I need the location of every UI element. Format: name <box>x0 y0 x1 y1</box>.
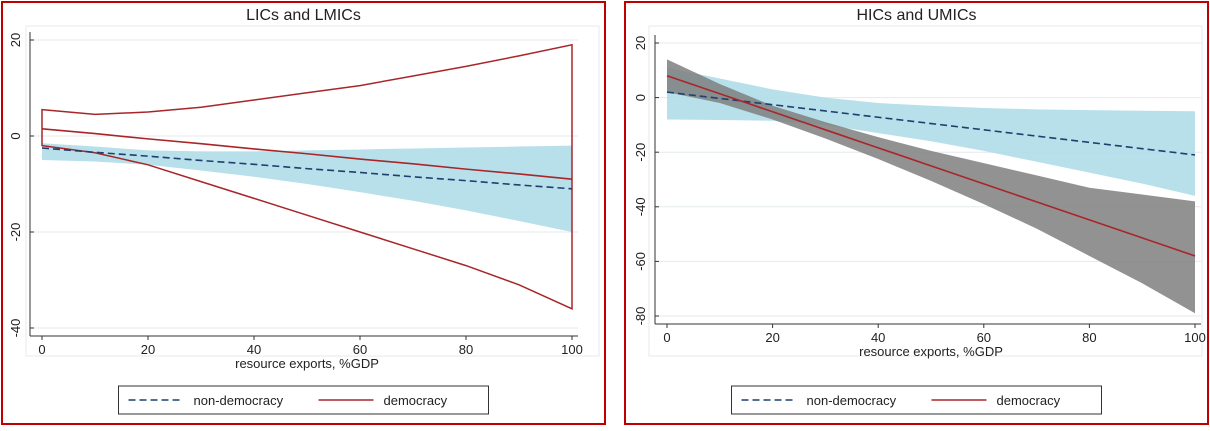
y-tick-label: -40 <box>8 319 23 338</box>
series-line <box>666 91 1196 156</box>
x-tick-label: 0 <box>663 330 670 345</box>
x-tick-label: 60 <box>977 330 991 345</box>
plot-region <box>648 25 1203 357</box>
legend <box>118 385 489 415</box>
y-tick-label: -20 <box>633 143 648 162</box>
y-tick-label: -60 <box>633 252 648 271</box>
x-tick-label: 40 <box>871 330 885 345</box>
y-tick-label: 20 <box>633 36 648 50</box>
legend-label: democracy <box>997 393 1061 408</box>
x-tick-label: 60 <box>353 342 367 357</box>
confidence-band <box>41 43 573 310</box>
x-tick-label: 20 <box>141 342 155 357</box>
series-line <box>666 75 1196 257</box>
x-tick-label: 40 <box>247 342 261 357</box>
x-tick-label: 100 <box>561 342 583 357</box>
x-tick-label: 80 <box>459 342 473 357</box>
x-tick-label: 80 <box>1082 330 1096 345</box>
legend <box>731 385 1102 415</box>
legend-label: democracy <box>384 393 448 408</box>
y-tick-label: -40 <box>633 197 648 216</box>
confidence-band <box>667 59 1195 314</box>
chart-title: LICs and LMICs <box>246 7 361 24</box>
series-line <box>41 147 573 190</box>
legend-label: non-democracy <box>194 393 284 408</box>
y-tick-label: 20 <box>8 33 23 47</box>
legend-label: non-democracy <box>807 393 897 408</box>
y-tick-label: -20 <box>8 223 23 242</box>
x-tick-label: 0 <box>38 342 45 357</box>
x-tick-label: 20 <box>765 330 779 345</box>
confidence-band <box>42 143 572 232</box>
y-tick-label: -80 <box>633 307 648 326</box>
confidence-band <box>667 67 1195 196</box>
series-line <box>41 128 573 180</box>
y-tick-label: 0 <box>8 132 23 139</box>
x-axis-label: resource exports, %GDP <box>235 356 379 371</box>
y-tick-label: 0 <box>633 94 648 101</box>
x-axis-label: resource exports, %GDP <box>859 344 1003 359</box>
x-tick-label: 100 <box>1184 330 1206 345</box>
chart-title: HICs and UMICs <box>856 7 976 24</box>
